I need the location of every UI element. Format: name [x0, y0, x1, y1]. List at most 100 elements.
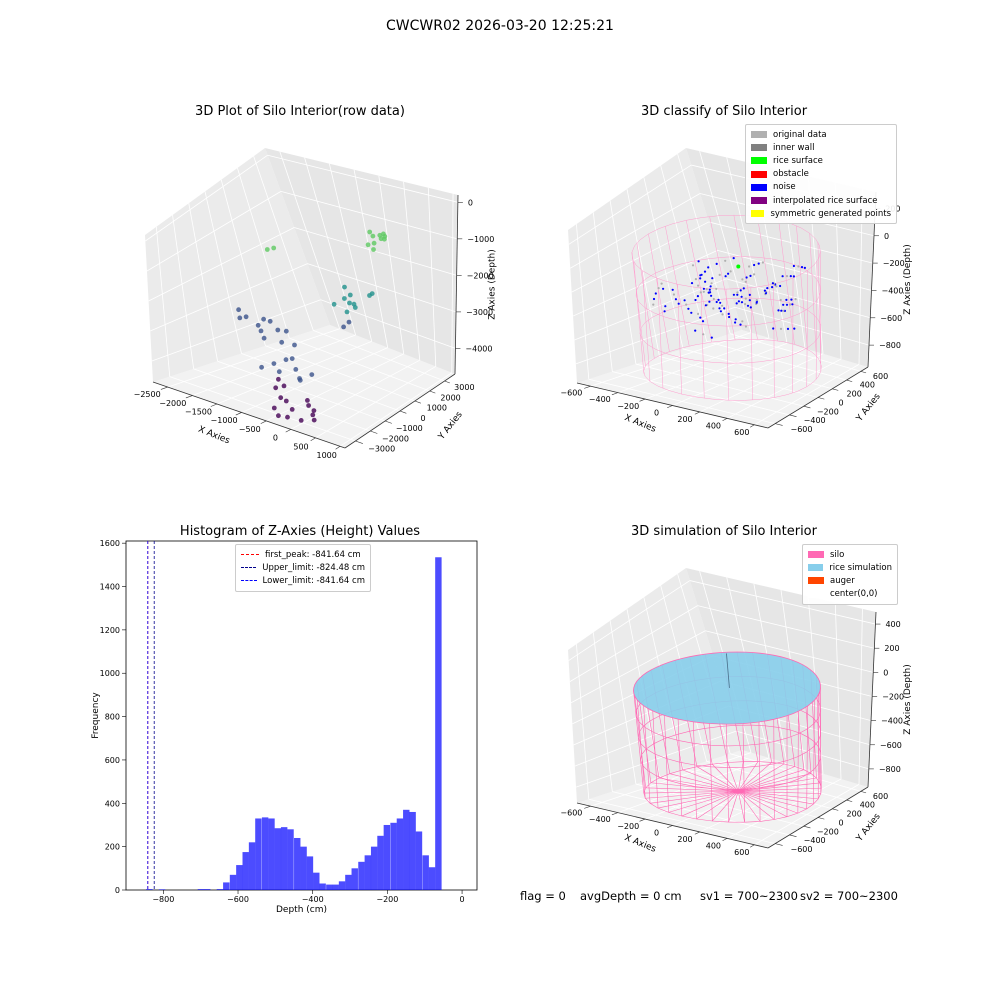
- data-point: [367, 229, 373, 235]
- data-point: [370, 233, 376, 239]
- panel4-y-tick: [860, 791, 867, 794]
- panel1-y-tick: [355, 440, 363, 444]
- histogram-y-tick-label: 200: [105, 843, 120, 852]
- panel1-x-tick: [285, 429, 291, 433]
- classified-point: [672, 293, 676, 296]
- histogram-bar: [332, 884, 339, 890]
- silo-floor-spoke: [712, 764, 739, 792]
- classified-point: [663, 310, 666, 313]
- data-point: [283, 328, 289, 334]
- classified-point: [717, 298, 720, 301]
- panel1-gridline: [217, 360, 386, 422]
- panel2-gridline: [726, 157, 770, 339]
- panel4-gridline: [705, 630, 874, 673]
- classified-point: [710, 336, 713, 339]
- classified-point: [657, 287, 660, 290]
- histogram-bars: [146, 557, 442, 890]
- legend-swatch-obstacle: [751, 170, 767, 178]
- panel4-y-tick: [817, 817, 825, 820]
- panel1-gridline: [148, 227, 295, 302]
- panel1-z-tick-label: −2000: [467, 271, 494, 280]
- panel4-gridline: [570, 630, 706, 704]
- classified-point: [699, 274, 702, 277]
- histogram-x-tick-label: 0: [460, 895, 465, 904]
- panel2-z-tick-label: 0: [884, 232, 889, 241]
- silo-strut: [643, 705, 651, 804]
- silo-strut: [725, 289, 729, 401]
- panel2-y-tick: [860, 371, 867, 374]
- panel1-gridline: [313, 330, 445, 382]
- panel2-y-tick: [832, 388, 839, 391]
- panel1-gridline: [237, 167, 290, 339]
- data-point: [255, 322, 261, 328]
- silo-strut: [652, 710, 659, 809]
- silo-strut: [778, 219, 795, 345]
- data-point: [342, 284, 347, 290]
- classified-point: [789, 303, 792, 306]
- panel1-y-tick: [385, 420, 392, 424]
- silo-floor-spoke: [650, 790, 739, 804]
- panel2-z-tick-label: −400: [882, 286, 904, 295]
- panel1-gridline: [172, 214, 195, 369]
- panel4-x-tick: [584, 805, 591, 809]
- silo-strut: [677, 284, 682, 395]
- panel4-x-axis-label: X Axies: [623, 833, 658, 855]
- classified-point: [745, 276, 748, 279]
- histogram-bar: [300, 846, 307, 890]
- data-point: [365, 242, 371, 248]
- panel1-gridline: [451, 193, 454, 373]
- data-point: [267, 318, 273, 324]
- classified-point: [803, 266, 807, 269]
- silo-floor-spoke: [738, 790, 821, 794]
- panel2-classified-points: [652, 257, 807, 339]
- histogram-x-tick-label: −200: [376, 895, 398, 904]
- classified-point: [800, 266, 804, 269]
- silo-floor-spoke: [738, 791, 761, 822]
- classified-point: [727, 272, 730, 275]
- data-point: [276, 376, 281, 382]
- panel4-y-tick: [846, 799, 853, 802]
- panel4-gridline: [588, 798, 776, 845]
- histogram-bar: [415, 831, 423, 890]
- histogram-bar: [338, 881, 346, 890]
- data-point: [293, 367, 299, 372]
- panel1-gridline: [188, 203, 218, 362]
- panel4-gridline: [568, 580, 691, 661]
- classified-point: [704, 304, 708, 307]
- classified-point: [749, 306, 752, 309]
- panel4-gridline: [858, 608, 863, 785]
- silo-strut: [636, 699, 646, 799]
- histogram-bar: [216, 889, 224, 890]
- panel4-x-tick-label: 600: [734, 848, 749, 857]
- panel2-x-tick-label: 400: [706, 421, 721, 430]
- panel1-x-tick-label: −500: [239, 425, 261, 434]
- panel2-gridline: [660, 165, 708, 342]
- panel1-x-tick-label: −1000: [211, 416, 238, 425]
- panel1-z-tick-label: −4000: [465, 344, 492, 353]
- panel2-z-tick-label: −800: [879, 341, 901, 350]
- classified-point: [782, 309, 785, 312]
- panel2-z-tick-label: −200: [883, 259, 905, 268]
- panel4-gridline: [576, 644, 590, 800]
- panel2-x-tick: [639, 398, 646, 402]
- legend-swatch-interpolated: [751, 197, 767, 205]
- panel1-gridline: [267, 154, 458, 203]
- status-sv2: sv2 = 700~2300: [800, 889, 898, 903]
- histogram-y-axis-label: Frequency: [91, 692, 101, 739]
- panel1-gridline: [220, 179, 266, 346]
- data-point: [243, 314, 249, 320]
- classified-point: [699, 316, 702, 319]
- panel2-x-axis-label: X Axies: [623, 413, 658, 435]
- panel2-gridline: [568, 164, 692, 245]
- silo-strut: [806, 270, 808, 387]
- panel1-z-tick-label: −3000: [466, 308, 493, 317]
- panel1-gridline: [289, 337, 430, 392]
- classified-point: [719, 301, 722, 304]
- silo-strut: [796, 225, 808, 350]
- classified-point: [744, 325, 748, 328]
- data-point: [237, 315, 243, 321]
- data-point: [311, 417, 317, 423]
- panel1-gridline: [145, 154, 268, 242]
- classified-point: [707, 266, 710, 269]
